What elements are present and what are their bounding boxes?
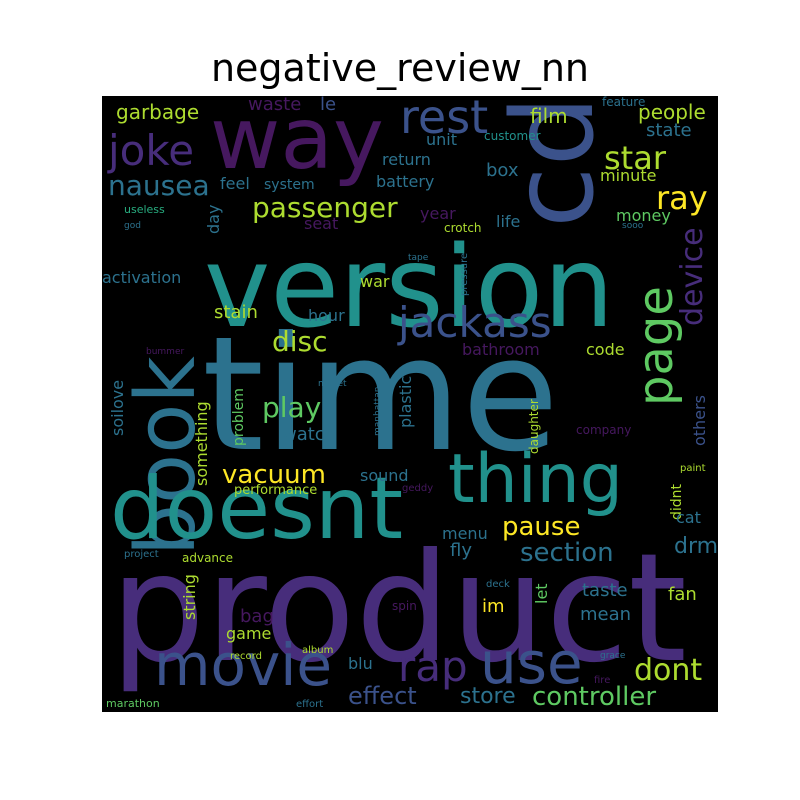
- word-blu: blu: [348, 654, 373, 673]
- word-system: system: [264, 177, 315, 193]
- word-string: string: [180, 574, 199, 620]
- word-bag: bag: [240, 606, 274, 627]
- word-album: album: [302, 645, 334, 656]
- word-unit: unit: [426, 130, 457, 149]
- word-way: way: [210, 96, 384, 189]
- word-star: star: [604, 139, 666, 177]
- word-waste: waste: [248, 96, 302, 115]
- word-plastic: plastic: [396, 375, 415, 428]
- word-fly: fly: [450, 540, 472, 561]
- word-film: film: [530, 104, 568, 128]
- word-fire: fire: [594, 675, 611, 686]
- word-use: use: [480, 629, 583, 697]
- word-problem: problem: [231, 388, 247, 446]
- word-minute: minute: [600, 166, 657, 185]
- word-soilove: soilove: [108, 379, 127, 436]
- word-sooo: sooo: [622, 221, 644, 231]
- word-performance: performance: [234, 483, 318, 498]
- word-mean: mean: [580, 604, 632, 625]
- word-company: company: [576, 423, 632, 437]
- word-fan: fan: [668, 584, 697, 605]
- word-state: state: [646, 120, 692, 141]
- word-movie: movie: [154, 631, 333, 699]
- word-god: god: [124, 221, 141, 231]
- word-grace: grace: [600, 651, 626, 661]
- word-nausea: nausea: [108, 169, 210, 202]
- word-thing: thing: [448, 440, 623, 519]
- word-time: time: [202, 303, 559, 487]
- word-code: code: [586, 340, 625, 359]
- word-jackass: jackass: [398, 298, 552, 347]
- word-pause: pause: [502, 512, 581, 542]
- word-hour: hour: [308, 306, 345, 325]
- word-vacuum: vacuum: [222, 460, 326, 490]
- word-game: game: [226, 624, 272, 643]
- word-effect: effect: [348, 682, 417, 710]
- word-product: product: [110, 522, 687, 696]
- word-dont: dont: [634, 653, 703, 688]
- word-record: record: [230, 651, 262, 662]
- word-effort: effort: [296, 699, 324, 710]
- word-controller: controller: [532, 682, 657, 712]
- word-menu: menu: [442, 524, 488, 543]
- word-useless: useless: [124, 203, 165, 216]
- word-life: life: [496, 212, 521, 231]
- word-advance: advance: [182, 551, 234, 565]
- word-battery: battery: [376, 172, 435, 191]
- word-rap: rap: [398, 642, 468, 691]
- word-store: store: [460, 684, 516, 709]
- word-stain: stain: [214, 302, 258, 323]
- word-im: im: [482, 596, 505, 617]
- word-section: section: [520, 538, 614, 568]
- word-page: page: [628, 286, 684, 406]
- word-day: day: [204, 204, 223, 234]
- word-play: play: [262, 391, 322, 424]
- word-joke: joke: [108, 126, 195, 175]
- word-manhattan: manhattan: [373, 386, 383, 436]
- word-seat: seat: [304, 214, 339, 233]
- word-doesnt: doesnt: [110, 459, 404, 559]
- word-watch: watch: [282, 424, 337, 445]
- word-daughter: daughter: [527, 399, 541, 454]
- word-let: let: [532, 583, 551, 604]
- word-others: others: [690, 395, 709, 446]
- word-deck: deck: [486, 579, 510, 590]
- word-bummer: bummer: [146, 347, 185, 357]
- word-money: money: [616, 206, 671, 225]
- word-crotch: crotch: [444, 221, 482, 235]
- word-geddy: geddy: [402, 483, 434, 494]
- word-feature: feature: [602, 96, 646, 109]
- word-ray: ray: [656, 179, 708, 217]
- word-bathroom: bathroom: [462, 340, 540, 359]
- word-garbage: garbage: [116, 100, 200, 124]
- word-drm: drm: [674, 534, 718, 559]
- word-spin: spin: [392, 599, 417, 613]
- word-pressure: pressure: [459, 252, 470, 296]
- word-mullet: mullet: [318, 379, 347, 389]
- wordcloud-title: negative_review_nn: [210, 46, 590, 90]
- word-cat: cat: [676, 508, 701, 527]
- wordcloud-canvas: product time version cd way book doesnt thing mo…: [102, 96, 718, 712]
- word-device: device: [675, 227, 710, 326]
- word-year: year: [420, 204, 456, 223]
- word-activation: activation: [102, 268, 182, 287]
- word-return: return: [382, 150, 431, 169]
- word-something: something: [192, 401, 211, 486]
- word-sound: sound: [360, 466, 409, 485]
- word-box: box: [486, 160, 519, 181]
- word-paint: paint: [680, 463, 706, 474]
- word-people: people: [638, 100, 706, 124]
- word-rest: rest: [400, 96, 489, 144]
- word-war: war: [360, 272, 390, 291]
- word-disc: disc: [272, 325, 328, 358]
- word-marathon: marathon: [106, 697, 160, 710]
- word-customer: customer: [484, 129, 541, 143]
- word-passenger: passenger: [252, 191, 398, 224]
- word-le: le: [320, 96, 337, 115]
- word-version: version: [204, 223, 615, 353]
- word-taste: taste: [582, 580, 628, 601]
- word-tape: tape: [408, 253, 429, 263]
- word-feel: feel: [220, 174, 250, 193]
- word-project: project: [124, 549, 159, 560]
